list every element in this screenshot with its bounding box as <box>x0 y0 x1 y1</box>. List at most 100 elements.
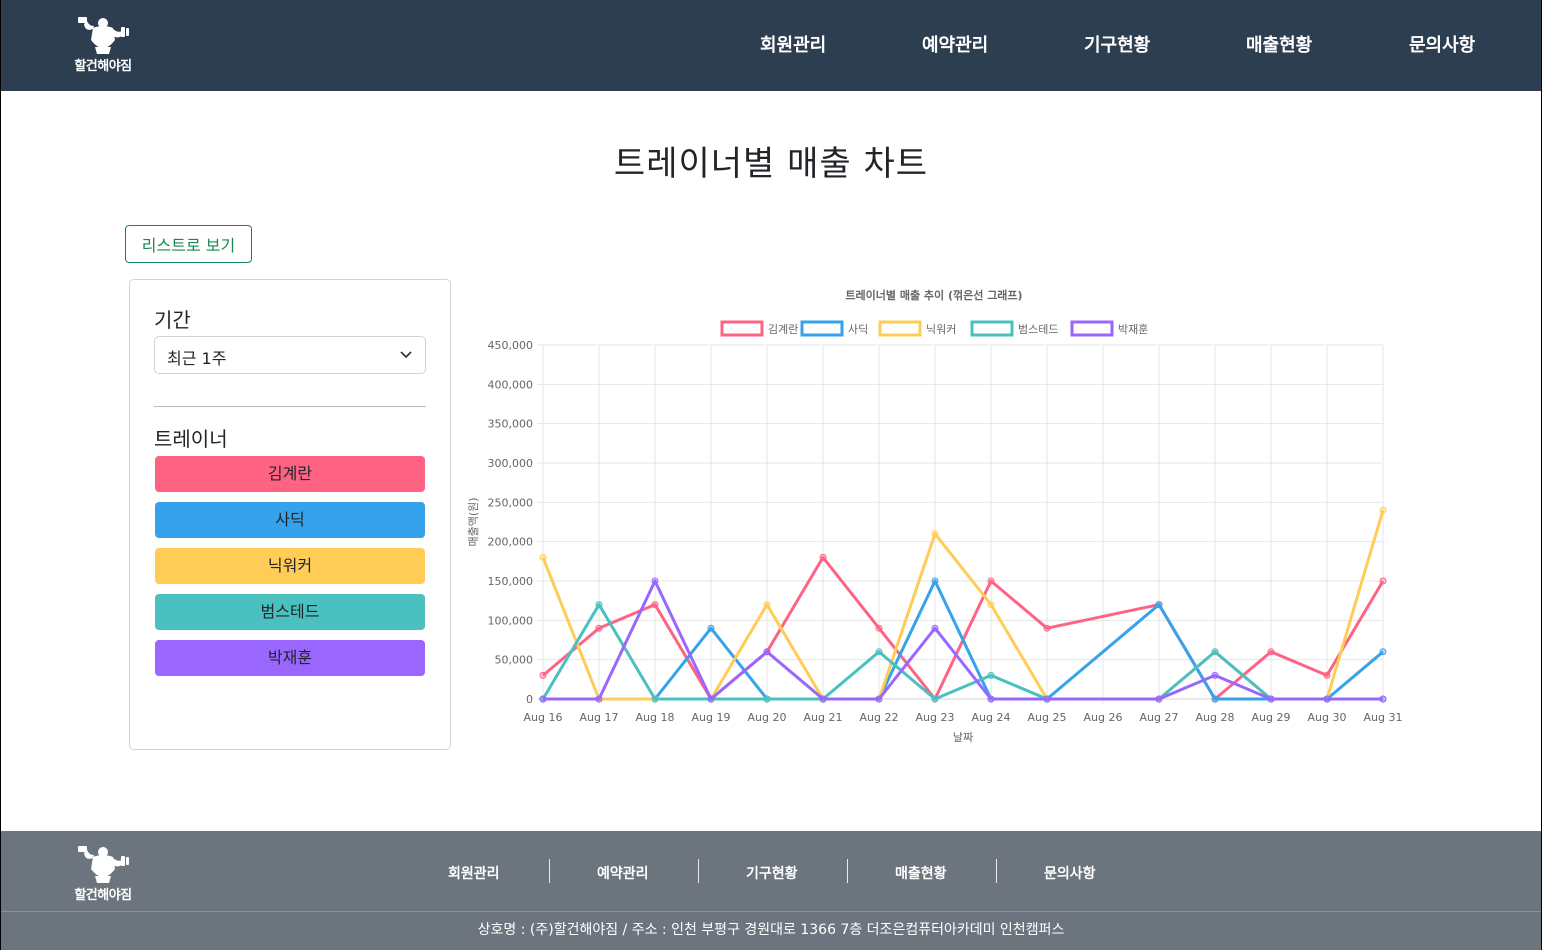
data-point <box>987 577 995 585</box>
y-tick-label: 350,000 <box>488 418 534 431</box>
data-point <box>1379 577 1387 585</box>
data-point <box>875 648 883 656</box>
x-axis-label: 날짜 <box>953 731 973 744</box>
data-point <box>987 695 995 703</box>
data-point <box>651 695 659 703</box>
data-point <box>931 530 939 538</box>
list-view-button[interactable]: 리스트로 보기 <box>125 225 252 263</box>
data-point <box>707 624 715 632</box>
footer-nav-separator <box>996 859 997 883</box>
data-point <box>987 671 995 679</box>
data-point <box>1267 695 1275 703</box>
legend-swatch <box>878 320 922 337</box>
footer-nav-separator <box>847 859 848 883</box>
data-point <box>595 695 603 703</box>
legend-label: 박재훈 <box>1118 323 1148 336</box>
data-point <box>763 648 771 656</box>
data-point <box>539 553 547 561</box>
nav-inquiries[interactable]: 문의사항 <box>1409 35 1476 56</box>
y-tick-label: 450,000 <box>488 339 534 352</box>
data-point <box>1211 695 1219 703</box>
footer-nav-inquiries[interactable]: 문의사항 <box>1044 866 1096 882</box>
bodybuilder-icon <box>78 17 129 54</box>
x-tick-label: Aug 24 <box>972 711 1011 724</box>
footer-nav-equipment-status[interactable]: 기구현황 <box>746 866 798 882</box>
data-point <box>931 577 939 585</box>
footer-logo-text: 할건해야짐 <box>74 888 132 903</box>
nav-sales-status[interactable]: 매출현황 <box>1246 35 1313 56</box>
y-tick-label: 150,000 <box>488 575 534 588</box>
logo[interactable]: 할건해야짐 <box>65 14 141 76</box>
footer-nav-member-management[interactable]: 회원관리 <box>448 866 500 882</box>
nav-member-management[interactable]: 회원관리 <box>760 35 827 56</box>
data-point <box>595 601 603 609</box>
series-line <box>543 579 1383 701</box>
data-point <box>1211 671 1219 679</box>
data-point <box>539 695 547 703</box>
x-tick-label: Aug 29 <box>1252 711 1291 724</box>
filter-panel: 기간 최근 1주 트레이너 김계란 사딕 닉워커 범스테드 박재훈 <box>129 279 451 750</box>
x-tick-label: Aug 27 <box>1140 711 1179 724</box>
data-point <box>1379 648 1387 656</box>
x-tick-label: Aug 21 <box>804 711 843 724</box>
legend-swatch <box>800 320 844 337</box>
data-point <box>539 671 547 679</box>
data-point <box>1043 624 1051 632</box>
series-line <box>541 509 1385 701</box>
footer-logo[interactable]: 할건해야짐 <box>65 843 141 905</box>
data-point <box>1155 601 1163 609</box>
data-point <box>1379 506 1387 514</box>
data-point <box>875 624 883 632</box>
data-point <box>1211 648 1219 656</box>
data-point <box>651 601 659 609</box>
period-select-value: 최근 1주 <box>167 349 227 368</box>
panel-divider <box>154 406 426 407</box>
x-tick-label: Aug 19 <box>692 711 731 724</box>
trainer-button-parkjaehoon[interactable]: 박재훈 <box>155 640 425 676</box>
nav-reservation-management[interactable]: 예약관리 <box>922 35 989 56</box>
y-tick-label: 200,000 <box>488 536 534 549</box>
data-point <box>819 695 827 703</box>
y-tick-label: 50,000 <box>495 654 534 667</box>
data-point <box>595 624 603 632</box>
data-point <box>819 553 827 561</box>
trainer-button-kimgyeran[interactable]: 김계란 <box>155 456 425 492</box>
footer: 할건해야짐 회원관리 예약관리 기구현황 매출현황 문의사항 <box>1 831 1541 911</box>
x-tick-label: Aug 17 <box>580 711 619 724</box>
trainer-button-sadik[interactable]: 사딕 <box>155 502 425 538</box>
y-tick-label: 100,000 <box>488 614 534 627</box>
footer-nav-separator <box>698 859 699 883</box>
data-point <box>1379 695 1387 703</box>
period-label: 기간 <box>154 308 191 332</box>
x-tick-label: Aug 28 <box>1196 711 1235 724</box>
footer-nav-reservation-management[interactable]: 예약관리 <box>597 866 649 882</box>
data-point <box>1323 671 1331 679</box>
x-tick-label: Aug 22 <box>860 711 899 724</box>
chevron-down-icon <box>400 351 412 359</box>
footer-nav-sales-status[interactable]: 매출현황 <box>895 866 947 882</box>
x-tick-label: Aug 30 <box>1308 711 1347 724</box>
y-tick-label: 400,000 <box>488 378 534 391</box>
data-point <box>763 695 771 703</box>
header: 할건해야짐 회원관리 예약관리 기구현황 매출현황 문의사항 <box>1 0 1541 91</box>
legend-swatch <box>1070 320 1114 337</box>
data-point <box>1043 695 1051 703</box>
x-tick-label: Aug 31 <box>1364 711 1403 724</box>
x-tick-label: Aug 26 <box>1084 711 1123 724</box>
y-tick-label: 300,000 <box>488 457 534 470</box>
legend-swatch <box>720 320 764 337</box>
legend-label: 범스테드 <box>1018 323 1058 336</box>
period-select[interactable]: 최근 1주 <box>154 336 426 374</box>
nav-equipment-status[interactable]: 기구현황 <box>1084 35 1151 56</box>
trainer-label: 트레이너 <box>154 427 228 451</box>
y-tick-label: 0 <box>526 693 533 706</box>
page-title: 트레이너별 매출 차트 <box>613 144 929 184</box>
trainer-button-nickwalker[interactable]: 닉워커 <box>155 548 425 584</box>
series-line <box>541 603 1383 701</box>
bodybuilder-icon <box>78 846 129 883</box>
main-nav: 회원관리 예약관리 기구현황 매출현황 문의사항 <box>1 0 1541 91</box>
data-point <box>987 601 995 609</box>
x-tick-label: Aug 23 <box>916 711 955 724</box>
trainer-button-bumstead[interactable]: 범스테드 <box>155 594 425 630</box>
